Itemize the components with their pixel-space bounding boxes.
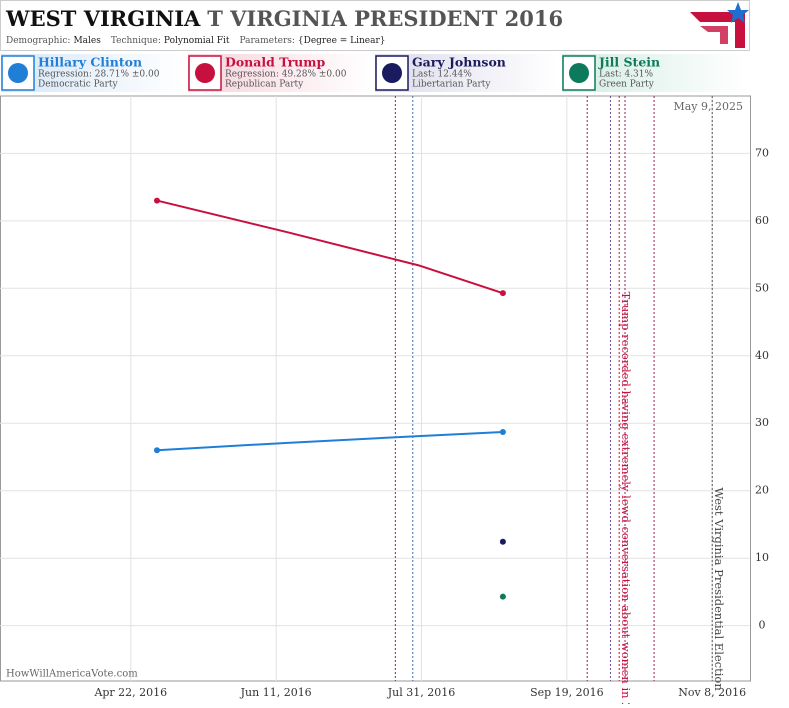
series-point [499,290,506,297]
meta-value: Polynomial Fit [164,36,230,46]
series-point [153,197,160,204]
series-point [499,593,506,600]
legend-name: Gary Johnson [412,55,506,70]
legend-detail: Last: 12.44% [412,70,472,80]
meta-value: Males [73,36,101,46]
x-tick-label: Sep 19, 2016 [530,686,604,699]
legend-icon-shape [8,63,28,83]
series-point [499,538,506,545]
legend-party: Democratic Party [38,80,119,90]
legend-party: Republican Party [225,80,304,90]
y-tick-label: 10 [755,551,769,564]
series-line [156,430,503,452]
annotation: Trump recorded having extremely lewd con… [619,292,633,704]
legend-name: Hillary Clinton [38,55,142,70]
series-point [499,428,506,435]
x-tick-label: Jul 31, 2016 [387,686,456,699]
y-tick-label: 20 [755,484,769,497]
y-tick-label: 0 [759,619,766,632]
title-main: WEST VIRGINIA [5,6,201,31]
y-tick-label: 50 [755,281,769,294]
meta: Demographic: Males Technique: Polynomial Fi… [6,36,386,46]
x-tick-label: Nov 8, 2016 [678,686,746,699]
date-stamp: May 9, 2025 [673,100,743,113]
meta-value: {Degree = Linear} [298,36,386,46]
x-tick-label: Jun 11, 2016 [240,686,312,699]
annotation: West Virginia Presidential Election [712,487,726,691]
y-tick-label: 70 [755,146,769,159]
legend-party: Green Party [599,80,655,90]
watermark: HowWillAmericaVote.com [6,669,138,680]
legend-detail: Regression: 49.28% ±0.00 [225,70,347,80]
y-tick-label: 60 [755,214,769,227]
legend-party: Libertarian Party [412,80,491,90]
series-line [156,199,504,295]
chart-title: WEST VIRGINIA T VIRGINIA PRESIDENT 2016 [5,6,563,31]
meta-label: Demographic: [6,36,70,46]
meta-label: Parameters: [239,36,294,46]
legend-icon-shape [195,63,215,83]
legend-detail: Last: 4.31% [599,70,654,80]
header [0,0,750,51]
legend-name: Donald Trump [225,55,325,70]
series-point [153,447,160,454]
legend-detail: Regression: 28.71% ±0.00 [38,70,160,80]
title-suffix: T VIRGINIA PRESIDENT 2016 [207,6,563,31]
plot-area [0,95,751,682]
legend-icon-shape [569,63,589,83]
legend-icon-shape [382,63,402,83]
meta-label: Technique: [111,36,161,46]
x-tick-label: Apr 22, 2016 [93,686,167,699]
y-tick-label: 30 [755,416,769,429]
legend-name: Jill Stein [598,55,660,70]
logo [690,2,749,48]
y-tick-label: 40 [755,349,769,362]
